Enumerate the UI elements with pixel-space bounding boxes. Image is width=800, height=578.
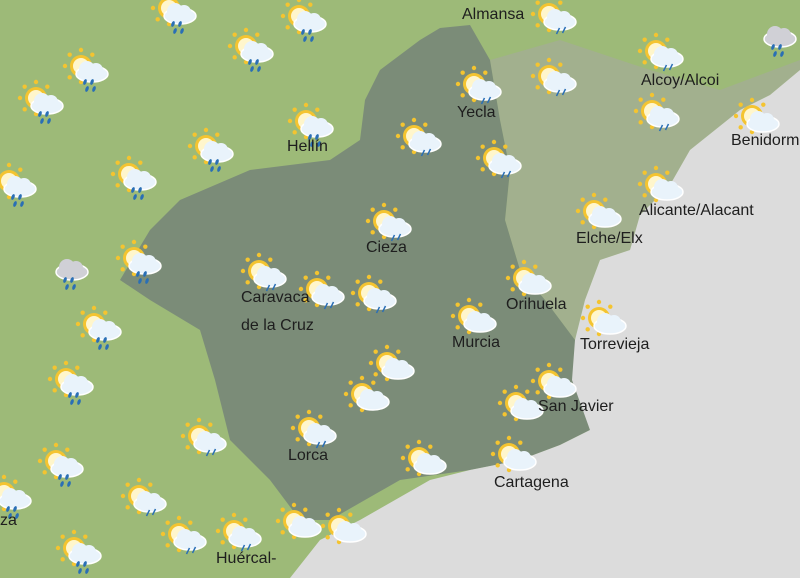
cloud-rain-icon [55,259,89,290]
partly-cloudy-icon [530,362,577,400]
sun-cloud-light-rain-icon [240,252,287,292]
city-label[interactable]: Hellín [287,138,328,155]
sun-cloud-rain-icon [37,442,84,487]
sun-cloud-rain-icon [287,102,334,147]
partly-cloudy-icon [275,502,322,540]
city-label[interactable]: Alicante/Alacant [639,202,754,219]
city-label[interactable]: Torrevieja [580,336,650,353]
sun-cloud-rain-icon [62,47,109,92]
sun-cloud-light-rain-icon [395,117,442,157]
partly-cloudy-icon [343,375,390,413]
city-label[interactable]: Yecla [457,104,496,121]
city-label[interactable]: Murcia [452,334,501,351]
sun-cloud-rain-icon [110,155,157,200]
partly-cloudy-icon [733,97,780,135]
sun-cloud-light-rain-icon [475,139,522,179]
partly-cloudy-icon [505,259,552,297]
partly-cloudy-icon [400,439,447,477]
city-label[interactable]: Cieza [366,239,407,256]
partly-cloudy-icon [637,165,684,203]
cloud-rain-icon [763,26,797,57]
sun-cloud-light-rain-icon [160,515,207,555]
alicante-region [490,40,800,340]
sun-cloud-light-rain-icon [298,270,345,310]
sun-cloud-light-rain-icon [637,32,684,72]
murcia-region [120,25,590,520]
city-label[interactable]: Lorca [288,447,329,464]
sun-cloud-light-rain-icon [290,409,337,449]
city-label[interactable]: Elche/Elx [576,230,643,247]
sun-cloud-light-rain-icon [455,65,502,105]
sun-cloud-light-rain-icon [180,417,227,457]
sun-cloud-light-rain-icon [365,202,412,242]
city-label[interactable]: Benidorm [731,132,800,149]
city-label[interactable]: Orihuela [506,296,567,313]
partly-cloudy-icon [450,297,497,335]
city-label[interactable]: Cartagena [494,474,569,491]
sun-cloud-light-rain-icon [530,57,577,97]
partly-cloudy-icon [580,299,627,337]
sun-cloud-light-rain-icon [120,477,167,517]
city-label[interactable]: Almansa [462,6,525,23]
sun-cloud-light-rain-icon [350,274,397,314]
partly-cloudy-icon [368,344,415,382]
city-label[interactable]: de la Cruz [241,317,314,334]
partly-cloudy-icon [320,507,367,545]
city-label[interactable]: za [0,512,17,529]
sun-cloud-rain-icon [0,162,37,207]
sun-cloud-light-rain-icon [530,0,577,35]
partly-cloudy-icon [497,384,544,422]
city-label[interactable]: Huércal- [216,550,277,567]
sun-cloud-rain-icon [0,474,32,519]
city-label[interactable]: Caravaca [241,289,310,306]
partly-cloudy-icon [490,435,537,473]
sun-cloud-rain-icon [17,79,64,124]
partly-cloudy-icon [575,192,622,230]
sun-cloud-light-rain-icon [633,92,680,132]
sun-cloud-rain-icon [280,0,327,42]
sun-cloud-rain-icon [55,529,102,574]
sun-cloud-rain-icon [227,27,274,72]
sun-cloud-rain-icon [150,0,197,34]
sun-cloud-light-rain-icon [215,512,262,552]
city-label[interactable]: San Javier [538,398,614,415]
sun-cloud-rain-icon [47,360,94,405]
sun-cloud-rain-icon [115,239,162,284]
sun-cloud-rain-icon [75,305,122,350]
city-label[interactable]: Alcoy/Alcoi [641,72,720,89]
sun-cloud-rain-icon [187,127,234,172]
